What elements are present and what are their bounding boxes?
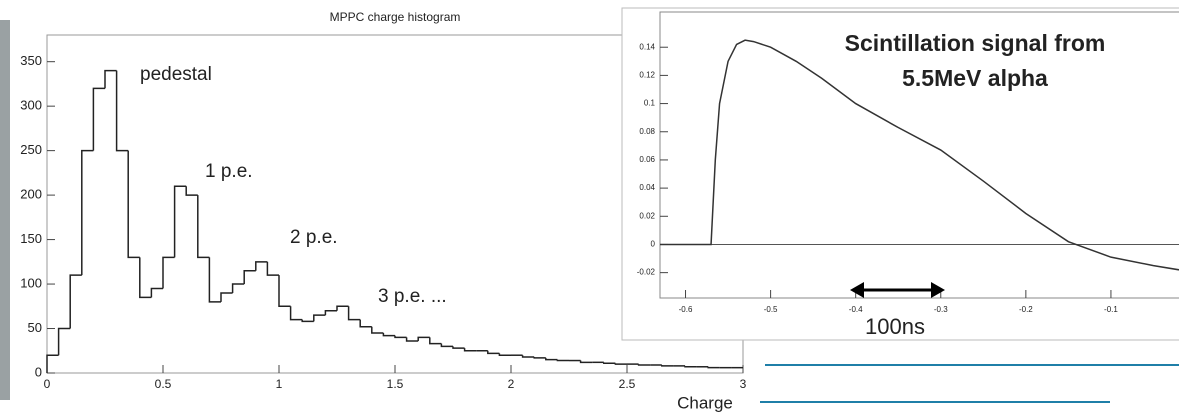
histogram-bin bbox=[463, 348, 477, 352]
histogram-bin bbox=[301, 319, 314, 323]
histogram-bin bbox=[150, 287, 163, 298]
histogram-bin bbox=[197, 195, 210, 259]
arrow bbox=[850, 282, 945, 298]
histogram-bin bbox=[382, 332, 395, 337]
histogram-bin bbox=[81, 149, 94, 276]
histogram-bin bbox=[347, 306, 361, 321]
histogram-bin bbox=[394, 335, 407, 339]
x-tick-label: -0.6 bbox=[679, 305, 693, 314]
histogram-bin bbox=[162, 256, 175, 289]
annotation: 5.5MeV alpha bbox=[902, 65, 1048, 91]
histogram-bin bbox=[231, 283, 245, 293]
waveform-line bbox=[660, 39, 1179, 271]
y-tick-label: 0.1 bbox=[644, 99, 656, 108]
y-tick-label: 150 bbox=[20, 231, 42, 246]
y-tick-label: 300 bbox=[20, 98, 42, 113]
annotation: Scintillation signal from bbox=[845, 30, 1106, 56]
x-tick-label: 1.5 bbox=[387, 377, 404, 391]
histogram-bin bbox=[115, 70, 129, 152]
x-tick-label: -0.1 bbox=[1104, 305, 1118, 314]
histogram-bin bbox=[707, 366, 720, 369]
histogram-bin bbox=[57, 327, 71, 356]
y-tick-label: 350 bbox=[20, 53, 42, 68]
histogram-bin bbox=[487, 350, 500, 355]
histogram-bin bbox=[405, 337, 419, 342]
histogram-bin bbox=[69, 274, 82, 329]
annotation: 2 p.e. bbox=[290, 227, 338, 248]
x-tick-label: 3 bbox=[740, 377, 747, 391]
histogram-bin bbox=[603, 362, 616, 364]
annotation: 3 p.e. ... bbox=[378, 286, 447, 307]
annotation: 100ns bbox=[865, 314, 925, 339]
waveform-panel: -0.02 0 0.02 0.04 0.06 0.08 0.1 0.12 0.14 -0.6 -0.… bbox=[621, 7, 1179, 341]
histogram-bin bbox=[243, 269, 256, 285]
y-tick-label: 0.02 bbox=[639, 211, 655, 220]
histogram-bin bbox=[220, 292, 233, 302]
x-tick-label: -0.4 bbox=[849, 305, 863, 314]
histogram-bin bbox=[46, 354, 59, 373]
histogram-bin bbox=[173, 185, 187, 258]
y-tick-label: 0 bbox=[651, 240, 656, 249]
histogram-bin bbox=[614, 363, 627, 365]
y-tick-label: 0.04 bbox=[639, 183, 655, 192]
image-edge bbox=[0, 20, 10, 400]
y-tick-label: 0.12 bbox=[639, 71, 655, 80]
x-tick-label: 2 bbox=[508, 377, 515, 391]
histogram-bin bbox=[440, 343, 453, 348]
histogram-bin bbox=[139, 257, 152, 299]
histogram-bin bbox=[661, 364, 674, 367]
histogram-bin bbox=[637, 364, 651, 366]
histogram-bin bbox=[324, 309, 337, 316]
y-tick-label: 0.06 bbox=[639, 155, 655, 164]
y-tick-label: 50 bbox=[28, 320, 42, 335]
histogram-bin bbox=[289, 306, 303, 321]
y-tick-label: 250 bbox=[20, 142, 42, 157]
histogram-bin bbox=[429, 337, 442, 345]
x-tick-label: 0.5 bbox=[155, 377, 172, 391]
histogram-bin bbox=[371, 326, 384, 334]
histogram-bin bbox=[266, 261, 279, 276]
x-tick-label: -0.2 bbox=[1019, 305, 1033, 314]
y-tick-label: 0.08 bbox=[639, 127, 655, 136]
histogram-bin bbox=[208, 257, 221, 303]
histogram-bin bbox=[579, 360, 593, 364]
histogram-bin bbox=[545, 357, 558, 361]
y-tick-label: -0.02 bbox=[637, 268, 656, 277]
histogram-bin bbox=[533, 356, 546, 359]
annotation: 1 p.e. bbox=[205, 161, 253, 182]
chart-title: MPPC charge histogram bbox=[330, 10, 461, 24]
histogram-bin bbox=[104, 69, 117, 89]
y-tick-label: 0 bbox=[35, 364, 42, 379]
histogram-bin bbox=[684, 365, 697, 368]
histogram-bin bbox=[417, 336, 430, 341]
x-tick-label: 0 bbox=[44, 377, 51, 391]
histogram-bin bbox=[278, 275, 291, 308]
x-tick-label: -0.5 bbox=[764, 305, 778, 314]
plot-frame bbox=[659, 11, 1179, 299]
histogram-panel: 0 50 100 150 200 250 300 350 0 0.5 1 1.5 2 2.5 3 MPPC c… bbox=[20, 10, 746, 412]
y-tick-label: 100 bbox=[20, 275, 42, 290]
histogram-bin bbox=[336, 305, 349, 311]
x-axis-label: Charge bbox=[677, 393, 733, 412]
x-tick-label: 2.5 bbox=[619, 377, 636, 391]
x-tick-label: -0.3 bbox=[934, 305, 948, 314]
histogram-bin bbox=[498, 353, 511, 356]
histogram-bin bbox=[185, 186, 198, 196]
histogram-bin bbox=[92, 87, 105, 151]
annotation: pedestal bbox=[140, 64, 212, 85]
y-tick-label: 0.14 bbox=[639, 42, 655, 51]
histogram-bin bbox=[452, 346, 465, 349]
histogram-bin bbox=[255, 261, 268, 271]
histogram-bin bbox=[359, 319, 372, 328]
histogram-bin bbox=[521, 355, 535, 358]
histogram-bin bbox=[313, 314, 326, 322]
x-tick-label: 1 bbox=[276, 377, 283, 391]
histogram-bin bbox=[127, 150, 140, 259]
y-tick-label: 200 bbox=[20, 187, 42, 202]
histogram-bin bbox=[556, 359, 569, 362]
